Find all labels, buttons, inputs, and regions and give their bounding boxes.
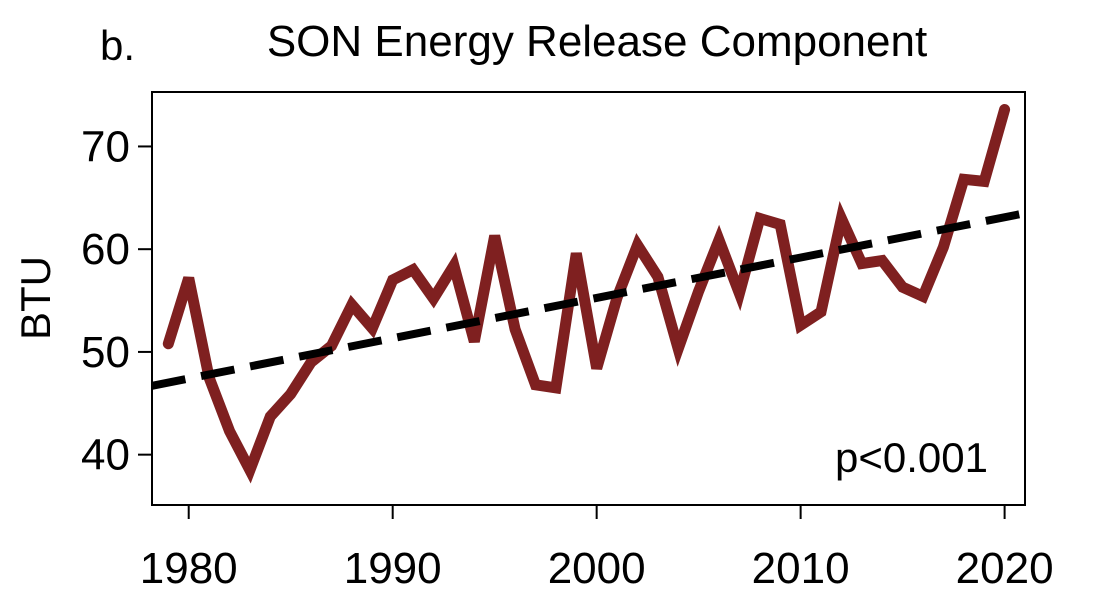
y-tick-label: 70 xyxy=(81,122,130,171)
x-tick-label: 2000 xyxy=(548,544,646,593)
x-tick-label: 2020 xyxy=(956,544,1054,593)
y-axis-label: BTU xyxy=(12,256,59,340)
x-tick-label: 1990 xyxy=(344,544,442,593)
panel-label: b. xyxy=(100,22,135,69)
y-tick-label: 40 xyxy=(81,431,130,480)
chart-title: SON Energy Release Component xyxy=(267,17,927,66)
y-tick-label: 60 xyxy=(81,225,130,274)
y-tick-label: 50 xyxy=(81,328,130,377)
p-value-annotation: p<0.001 xyxy=(835,434,988,481)
plot-area: 1980 1990 2000 2010 2020 40 50 60 70 xyxy=(81,91,1054,593)
x-tick-label: 2010 xyxy=(752,544,850,593)
plot-frame xyxy=(151,91,1026,506)
x-tick-label: 1980 xyxy=(140,544,238,593)
erc-series-line xyxy=(162,104,1011,484)
